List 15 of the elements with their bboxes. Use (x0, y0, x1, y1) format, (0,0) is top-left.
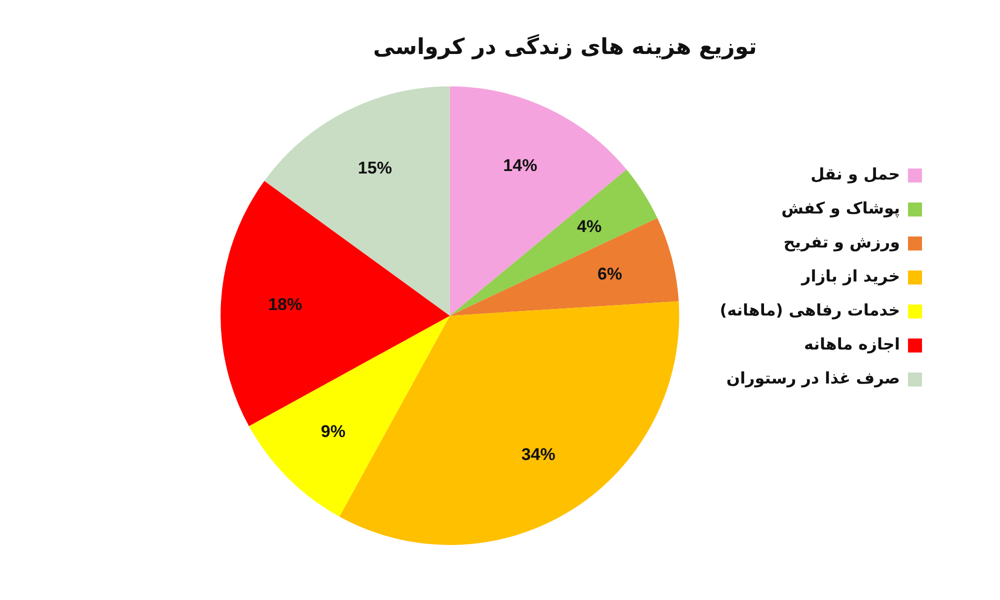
data-label: 15% (358, 158, 392, 178)
data-label: 14% (503, 156, 538, 176)
data-label: 6% (598, 264, 622, 284)
legend-label: اجازه ماهانه (804, 334, 900, 354)
legend-label: خدمات رفاهی (ماهانه) (720, 300, 900, 320)
chart-title: توزیع هزینه های زندگی در کرواسی (373, 32, 757, 60)
legend-label: خرید از بازار (800, 266, 900, 286)
data-label: 4% (576, 216, 602, 236)
data-label: 34% (521, 444, 556, 464)
data-label: 18% (268, 295, 302, 314)
legend-label: حمل و نقل (810, 164, 900, 184)
legend-label: صرف غذا در رستوران (726, 368, 900, 388)
legend-label: پوشاک و کفش (781, 198, 900, 218)
legend-label: ورزش و تفریح (783, 232, 900, 252)
data-label: 9% (320, 422, 346, 442)
